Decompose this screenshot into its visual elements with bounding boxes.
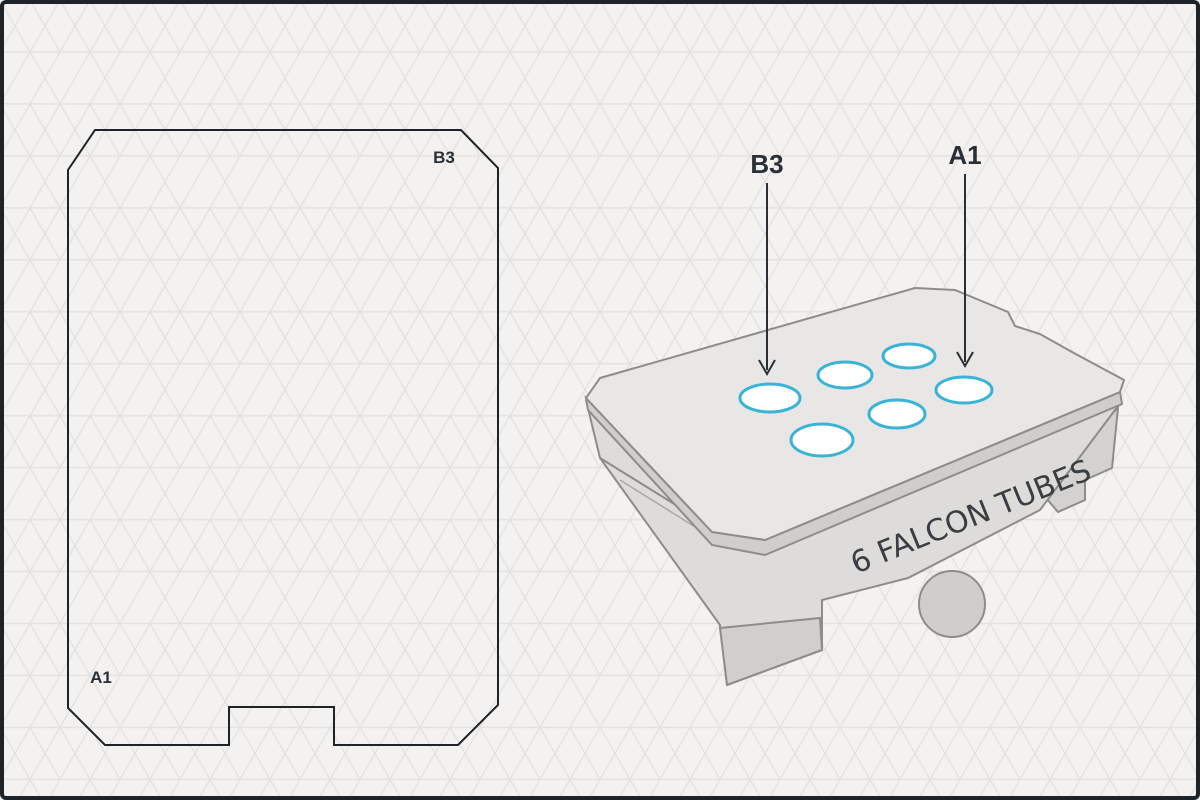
tube-rack-illustration: 6 FALCON TUBES <box>584 286 1126 687</box>
footprint-label-b3: B3 <box>433 148 455 167</box>
arrowhead-icon <box>758 359 776 377</box>
diagram-svg: B3 A1 6 FALCON TUBES B3 A1 <box>4 4 1196 796</box>
callout-a1: A1 <box>948 140 982 369</box>
tube-hole <box>934 375 994 405</box>
rack-wheel <box>918 570 986 638</box>
tube-hole <box>881 342 937 370</box>
tube-hole <box>816 360 874 390</box>
tube-hole <box>867 398 927 430</box>
callout-b3: B3 <box>750 149 784 377</box>
callout-label-a1: A1 <box>948 140 981 170</box>
callout-label-b3: B3 <box>750 149 783 179</box>
arrowhead-icon <box>956 351 974 369</box>
labware-footprint-outline: B3 A1 <box>67 129 499 746</box>
tube-hole <box>789 422 855 458</box>
tube-hole <box>738 382 802 414</box>
footprint-label-a1: A1 <box>90 668 112 687</box>
